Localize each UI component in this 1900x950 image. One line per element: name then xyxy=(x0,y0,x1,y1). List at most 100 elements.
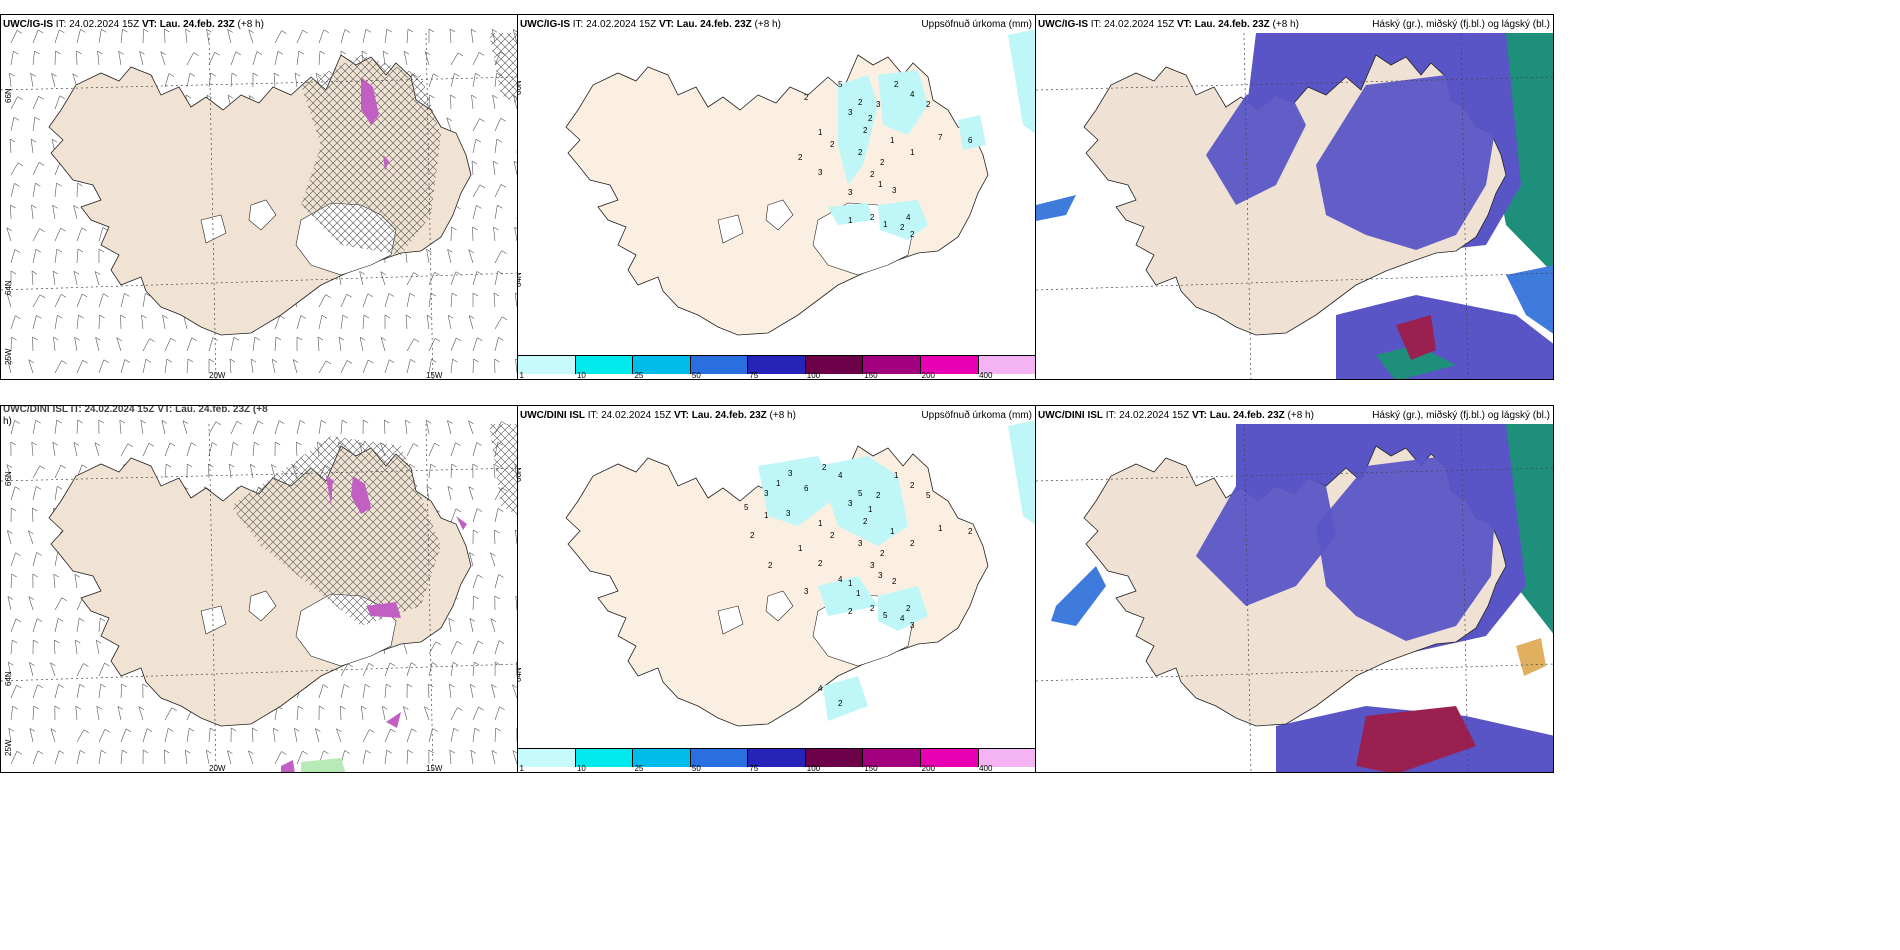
wind-barb-flag xyxy=(233,441,239,446)
wind-barb xyxy=(31,205,34,220)
colorbar-tick-label: 50 xyxy=(691,371,701,380)
mid-cloud xyxy=(1316,75,1496,250)
wind-barb xyxy=(515,359,517,374)
precip-value-label: 3 xyxy=(788,469,793,478)
wind-barb xyxy=(98,314,100,330)
wind-barb-flag xyxy=(214,51,220,56)
wind-barb xyxy=(362,750,366,765)
wind-barb-flag xyxy=(77,248,84,253)
wind-barb-flag xyxy=(102,227,109,231)
wind-barb-flag xyxy=(275,336,282,341)
wind-barb-flag xyxy=(211,442,218,446)
colorbar-tick-label: 400 xyxy=(979,764,993,773)
wind-barb xyxy=(490,552,496,567)
panel-field-title: Uppsöfnuð úrkoma (mm) xyxy=(921,19,1032,30)
wind-map xyxy=(1,28,517,379)
wind-barb-flag xyxy=(476,205,482,209)
wind-barb xyxy=(208,442,213,457)
wind-barb xyxy=(428,272,435,286)
wind-barb xyxy=(76,29,81,44)
wind-barb xyxy=(469,618,474,633)
wind-barb-flag xyxy=(12,705,18,710)
wind-barb xyxy=(10,706,13,721)
wind-barb-flag xyxy=(60,294,67,298)
wind-barb xyxy=(208,52,215,66)
wind-barb-flag xyxy=(104,662,110,667)
wind-barb xyxy=(318,315,323,330)
wind-barb xyxy=(252,442,255,457)
wind-barb-flag xyxy=(39,294,46,299)
wind-barb-flag xyxy=(96,705,102,710)
wind-barb xyxy=(472,52,480,66)
wind-barb-flag xyxy=(470,28,477,33)
wind-barb-flag xyxy=(73,205,79,209)
wind-barb xyxy=(73,205,78,220)
wind-barb-flag xyxy=(15,552,21,557)
wind-barb-flag xyxy=(321,419,327,424)
lat-label-64: 64N xyxy=(4,280,13,295)
wind-barb xyxy=(54,228,61,242)
colorbar-swatch xyxy=(633,356,691,374)
wind-barb xyxy=(185,29,188,44)
wind-barb-flag xyxy=(435,641,441,646)
wind-barb xyxy=(428,293,432,308)
precip-value-label: 5 xyxy=(858,489,863,498)
panel-field-title: Uppsöfnuð úrkoma (mm) xyxy=(921,410,1032,421)
precip-value-label: 1 xyxy=(856,589,861,598)
wind-barb-flag xyxy=(472,463,478,468)
wind-barb-flag xyxy=(95,337,101,341)
wind-barb xyxy=(138,706,144,721)
wind-barb-flag xyxy=(189,727,195,732)
wind-barb-flag xyxy=(256,51,263,55)
wind-barb-flag xyxy=(359,337,366,341)
precip-value-label: 5 xyxy=(838,80,843,89)
wind-barb-flag xyxy=(51,139,58,143)
wind-barb-flag xyxy=(79,684,85,688)
wind-barb-flag xyxy=(475,139,482,143)
wind-barb xyxy=(10,117,15,132)
lat-label-66: 66N xyxy=(4,88,13,103)
wind-barb-flag xyxy=(384,419,390,424)
wind-barb xyxy=(73,271,78,286)
wind-barb-flag xyxy=(382,50,389,55)
gridline xyxy=(1,272,517,291)
wind-barb xyxy=(54,597,63,611)
wind-barb xyxy=(32,486,37,501)
wind-barb-flag xyxy=(428,28,435,33)
lon-label-20w: 20W xyxy=(209,371,226,380)
wind-barb xyxy=(10,183,15,198)
wind-barb-flag xyxy=(81,464,88,469)
wind-barb-flag xyxy=(493,292,500,297)
wind-barb xyxy=(120,728,127,743)
wind-barb-flag xyxy=(363,314,370,319)
wind-barb xyxy=(469,552,474,567)
wind-barb-flag xyxy=(190,442,197,446)
wind-barb xyxy=(446,117,452,132)
wind-barb-flag xyxy=(231,727,237,732)
wind-barb-flag xyxy=(74,336,80,341)
wind-barb xyxy=(164,442,171,457)
wind-barb-flag xyxy=(30,72,36,77)
wind-barb xyxy=(428,641,437,655)
wind-barb-flag xyxy=(17,96,23,100)
wind-barb xyxy=(382,51,386,66)
wind-barb-flag xyxy=(296,441,302,446)
wind-barb xyxy=(120,293,125,308)
wind-barb xyxy=(248,29,254,44)
precip-area xyxy=(878,70,928,135)
wind-barb-flag xyxy=(76,50,82,55)
wind-barb xyxy=(472,706,479,721)
lat-label-25w: 25W xyxy=(4,348,13,365)
wind-barb xyxy=(450,52,459,66)
wind-barb xyxy=(382,706,386,721)
wind-barb xyxy=(362,314,365,330)
colorbar-ticks: 1 10 25 50 75 100 150 200 400 xyxy=(518,764,1035,773)
precip-value-label: 3 xyxy=(878,571,883,580)
wind-barb xyxy=(6,293,12,308)
wind-barb xyxy=(494,184,502,198)
precip-value-label: 4 xyxy=(838,575,843,584)
wind-barb-flag xyxy=(322,684,329,688)
wind-barb-flag xyxy=(454,73,460,77)
wind-barb-flag xyxy=(434,338,441,342)
wind-barb xyxy=(494,508,499,523)
